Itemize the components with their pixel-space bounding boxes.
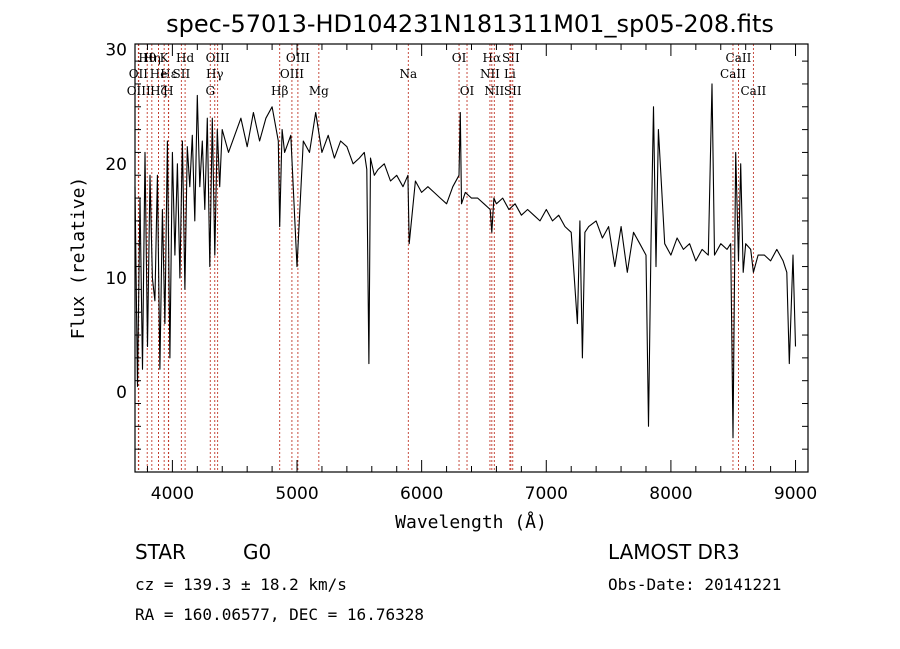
line-label: Hβ [271,84,288,98]
y-axis-label: Flux (relative) [68,177,89,340]
line-label: CaII [726,51,752,65]
chart-title: spec-57013-HD104231N181311M01_sp05-208.f… [166,10,774,38]
plot-frame [134,43,809,473]
x-tick-label: 7000 [525,484,568,504]
line-label: OIII [206,51,230,65]
line-label: Hα [483,51,502,65]
x-tick-label: 6000 [400,484,443,504]
y-tick-label: 30 [105,41,127,61]
line-label: OIII [127,84,151,98]
y-tick-label: 0 [116,383,127,403]
redshift: cz = 139.3 ± 18.2 km/s [135,575,347,594]
line-label: G [205,84,215,98]
x-tick-label: 4000 [151,484,194,504]
y-tick-label: 10 [105,269,127,289]
line-label: NII [484,84,504,98]
obs-date: Obs-Date: 20141221 [608,575,781,594]
y-axis: 0 10 20 30 [105,41,808,450]
line-label: Hζ [150,84,167,98]
x-axis-label: Wavelength (Å) [395,511,547,533]
y-tick-label: 20 [105,155,127,175]
line-label: Hγ [206,67,224,81]
object-class: STAR [135,540,186,564]
line-label: OI [452,51,467,65]
line-label: OIII [280,67,304,81]
survey-name: LAMOST DR3 [608,540,740,564]
line-label: CaII [720,67,746,81]
line-label: OI [460,84,475,98]
spectrum-layer [134,83,797,439]
subclass: G0 [243,540,271,564]
line-label: Hd [176,51,194,65]
x-axis: 4000 5000 6000 7000 8000 9000 [146,44,817,504]
line-label: Na [399,67,417,81]
x-tick-label: 5000 [275,484,318,504]
line-label: Mg [309,84,329,98]
line-label: SII [504,84,522,98]
line-label: SII [502,51,520,65]
line-label: Hη [143,51,161,65]
x-tick-label: 9000 [774,484,817,504]
x-tick-label: 8000 [649,484,692,504]
line-label: OIII [286,51,310,65]
line-label: SII [173,67,191,81]
line-label: K [160,51,170,65]
line-label: H [163,84,173,98]
spectrum-series [134,83,797,439]
line-label: CaII [740,84,766,98]
coordinates: RA = 160.06577, DEC = 16.76328 [135,605,424,624]
line-label: NII [480,67,500,81]
line-label: Li [504,67,516,81]
